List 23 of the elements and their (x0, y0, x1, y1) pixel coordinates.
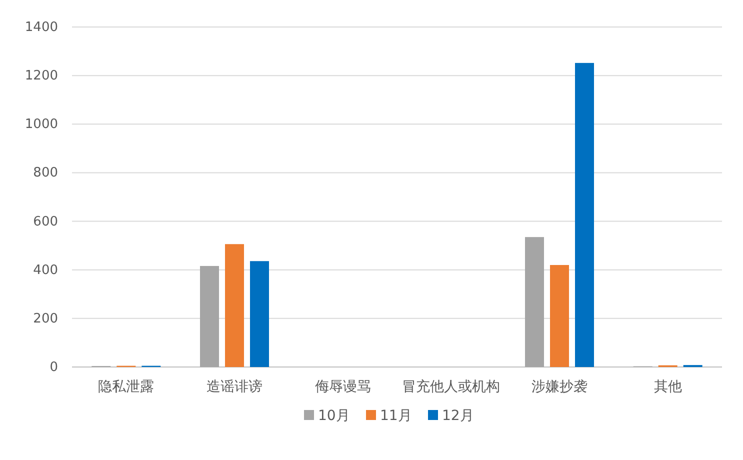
y-tick-label: 800 (33, 166, 58, 181)
x-tick-label: 隐私泄露 (98, 379, 154, 395)
legend-label: 10月 (318, 408, 350, 424)
y-tick-label: 1200 (24, 68, 58, 84)
bar (575, 62, 594, 367)
y-tick-label: 400 (33, 262, 58, 278)
legend-label: 11月 (380, 408, 412, 424)
y-tick-label: 0 (50, 360, 58, 375)
bar (225, 244, 244, 367)
bar (200, 266, 219, 367)
x-tick-label: 侮辱谩骂 (314, 379, 371, 395)
bar (250, 261, 269, 367)
x-tick-label: 其他 (654, 379, 682, 395)
x-tick-label: 冒充他人或机构 (402, 379, 500, 395)
bar (550, 265, 569, 367)
bar (525, 237, 544, 367)
legend-label: 12月 (442, 408, 474, 424)
y-tick-label: 1000 (24, 117, 58, 132)
x-tick-label: 造谣诽谤 (206, 379, 262, 395)
y-tick-label: 200 (33, 311, 58, 326)
y-tick-label: 1400 (24, 20, 58, 35)
y-tick-label: 600 (33, 214, 58, 230)
x-tick-label: 涉嫌抄袭 (532, 379, 588, 395)
